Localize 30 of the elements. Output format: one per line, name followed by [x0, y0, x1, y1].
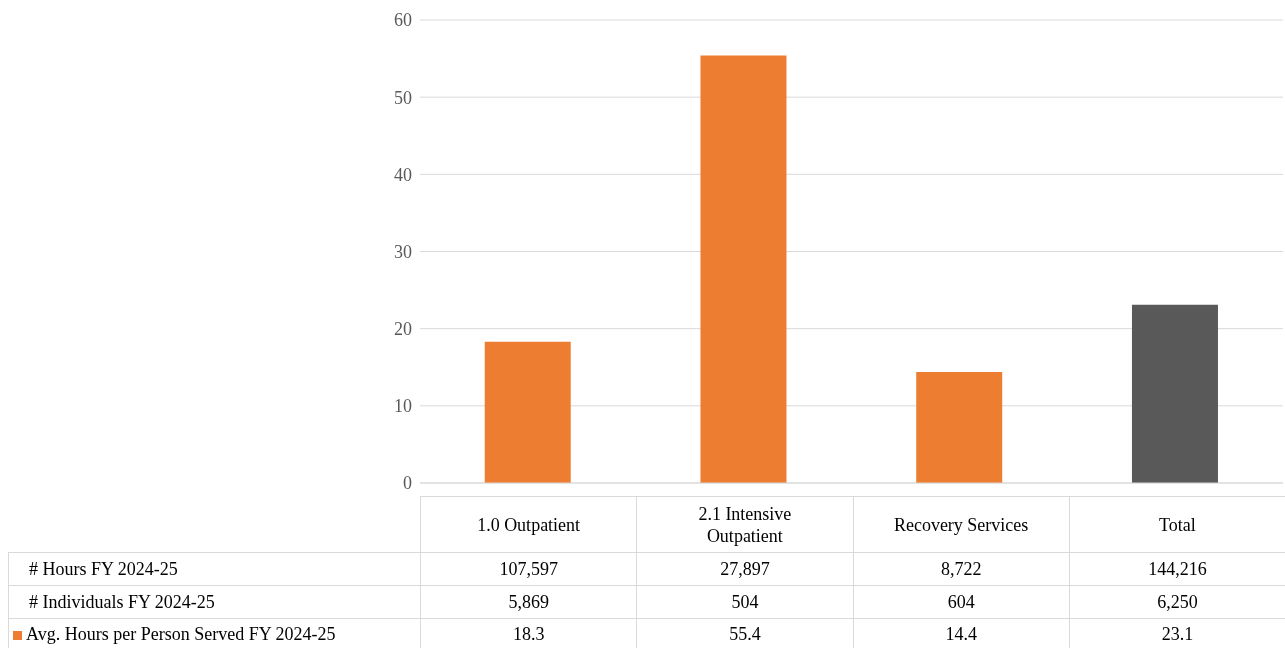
text: # Individuals FY 2024-25 — [8, 585, 421, 619]
text: 8,722 — [853, 552, 1070, 586]
x-tick-label: 1.0 Outpatient — [420, 496, 637, 553]
bar — [1131, 304, 1218, 483]
data-label: 18.3 — [420, 618, 637, 648]
text: 144,216 — [1069, 552, 1285, 586]
bar — [700, 55, 787, 483]
y-tick-label: 60 — [394, 10, 412, 31]
legend-label: Avg. Hours per Person Served FY 2024-25 — [8, 618, 421, 648]
data-label: 14.4 — [853, 618, 1070, 648]
y-tick-label: 30 — [394, 241, 412, 262]
text: 5,869 — [420, 585, 637, 619]
text: 107,597 — [420, 552, 637, 586]
y-tick-label: 10 — [394, 396, 412, 417]
bar — [484, 341, 571, 483]
x-tick-label: Total — [1069, 496, 1285, 553]
data-label: 55.4 — [636, 618, 853, 648]
data-label: 23.1 — [1069, 618, 1285, 648]
x-tick-label: Recovery Services — [853, 496, 1070, 553]
x-tick-label: 2.1 Intensive Outpatient — [636, 496, 853, 553]
text: 504 — [636, 585, 853, 619]
y-tick-label: 40 — [394, 164, 412, 185]
text: # Hours FY 2024-25 — [8, 552, 421, 586]
text: 27,897 — [636, 552, 853, 586]
text: 604 — [853, 585, 1070, 619]
bar — [916, 371, 1003, 483]
y-tick-label: 20 — [394, 319, 412, 340]
y-tick-label: 50 — [394, 87, 412, 108]
y-tick-label: 0 — [403, 473, 412, 494]
text: 6,250 — [1069, 585, 1285, 619]
